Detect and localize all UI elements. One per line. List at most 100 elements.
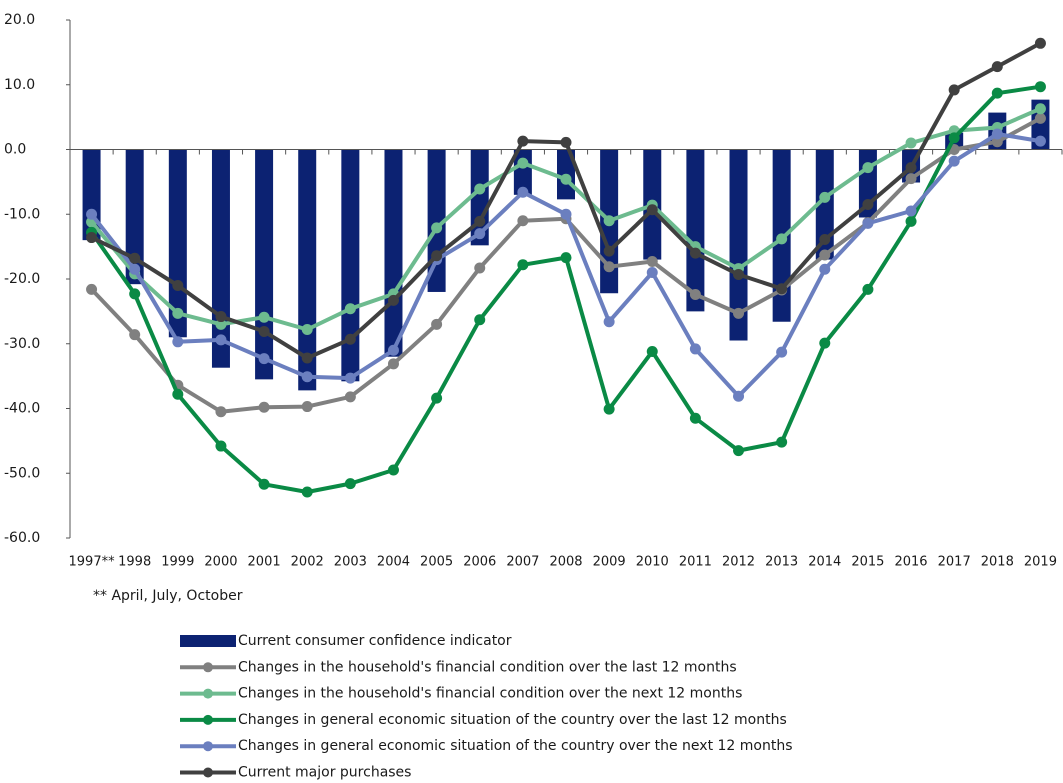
point (517, 259, 529, 271)
x-tick-label: 1997** (69, 555, 116, 570)
point (301, 352, 313, 364)
point (776, 436, 788, 448)
point (172, 388, 184, 400)
point (905, 162, 917, 174)
point (560, 136, 572, 148)
point (560, 173, 572, 185)
point (474, 215, 486, 227)
legend-label: Changes in the household's financial con… (238, 686, 742, 702)
legend-label: Changes in general economic situation of… (238, 738, 793, 754)
point (387, 294, 399, 306)
y-tick-label: -40.0 (4, 401, 40, 417)
point (431, 318, 443, 330)
point (948, 155, 960, 167)
x-tick-label: 2011 (679, 555, 712, 570)
point (258, 353, 270, 365)
legend-label: Current major purchases (238, 765, 411, 781)
point (86, 232, 98, 244)
point (172, 279, 184, 291)
point (129, 263, 141, 275)
x-tick-label: 2001 (248, 555, 281, 570)
y-tick-label: -30.0 (4, 336, 40, 352)
point (862, 162, 874, 174)
point (862, 217, 874, 229)
legend-marker (203, 662, 213, 673)
point (819, 263, 831, 275)
x-tick-label: 2007 (506, 555, 539, 570)
x-tick-label: 2015 (851, 555, 884, 570)
legend-label: Changes in general economic situation of… (238, 712, 787, 728)
point (819, 191, 831, 203)
y-tick-label: 0.0 (4, 142, 26, 158)
point (474, 183, 486, 195)
point (431, 222, 443, 234)
legend-marker (203, 767, 213, 778)
bar (384, 149, 403, 357)
x-tick-label: 2003 (334, 555, 367, 570)
x-tick-label: 2013 (765, 555, 798, 570)
y-tick-label: -60.0 (4, 530, 40, 546)
bar (686, 149, 705, 312)
point (819, 337, 831, 349)
x-tick-label: 2002 (291, 555, 324, 570)
point (344, 391, 356, 403)
point (474, 228, 486, 240)
point (517, 157, 529, 169)
point (819, 234, 831, 246)
y-tick-label: 10.0 (4, 77, 35, 93)
point (689, 247, 701, 259)
point (215, 440, 227, 452)
x-tick-label: 2000 (204, 555, 237, 570)
point (819, 249, 831, 261)
point (129, 329, 141, 341)
point (129, 252, 141, 264)
point (1034, 112, 1046, 124)
x-tick-label: 2016 (894, 555, 927, 570)
point (948, 84, 960, 96)
point (603, 215, 615, 227)
point (86, 208, 98, 220)
point (431, 392, 443, 404)
legend-marker (203, 741, 213, 752)
x-tick-label: 2008 (549, 555, 582, 570)
x-tick-label: 1998 (118, 555, 151, 570)
point (387, 344, 399, 356)
x-tick-label: 2010 (636, 555, 669, 570)
point (733, 268, 745, 280)
footnote: ** April, July, October (93, 588, 243, 604)
point (776, 346, 788, 358)
point (603, 403, 615, 415)
y-tick-label: 20.0 (4, 12, 35, 28)
point (1034, 103, 1046, 115)
bar (125, 149, 144, 285)
x-tick-label: 2012 (722, 555, 755, 570)
point (129, 288, 141, 300)
bar (729, 149, 748, 341)
point (646, 346, 658, 358)
point (517, 186, 529, 198)
point (948, 132, 960, 144)
point (172, 336, 184, 348)
point (344, 303, 356, 315)
point (301, 324, 313, 336)
y-tick-label: -50.0 (4, 465, 40, 481)
point (258, 401, 270, 413)
point (431, 250, 443, 262)
point (776, 283, 788, 295)
point (560, 252, 572, 264)
x-tick-label: 2005 (420, 555, 453, 570)
point (862, 283, 874, 295)
point (905, 205, 917, 217)
point (991, 128, 1003, 140)
bar (815, 149, 834, 260)
x-tick-label: 2019 (1024, 555, 1057, 570)
point (258, 311, 270, 323)
point (733, 445, 745, 457)
point (301, 371, 313, 383)
point (301, 401, 313, 413)
legend-marker (203, 688, 213, 699)
point (517, 215, 529, 227)
point (86, 283, 98, 295)
point (733, 390, 745, 402)
